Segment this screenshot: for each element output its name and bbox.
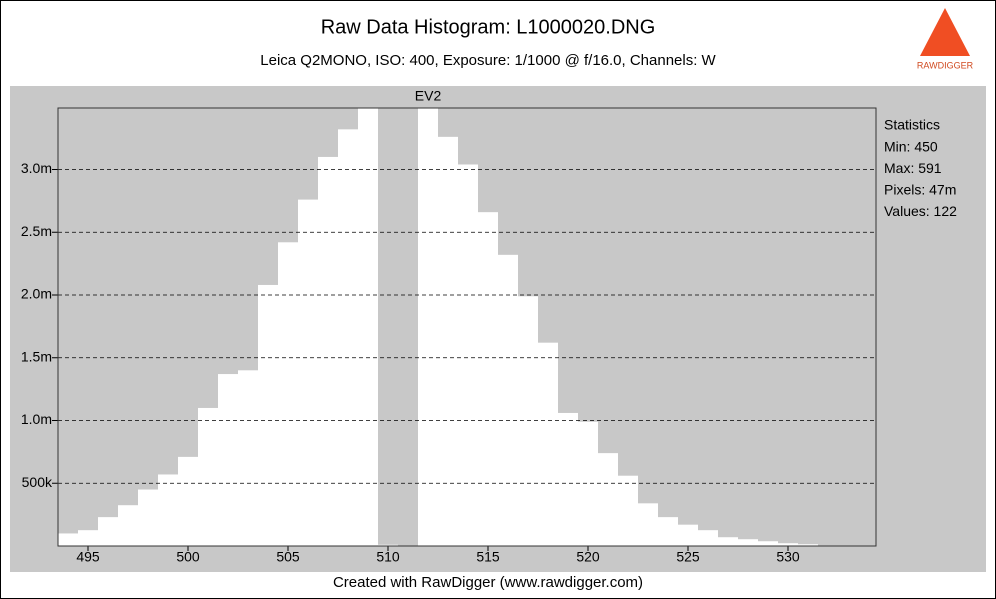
bar (58, 533, 78, 546)
bar (238, 370, 258, 546)
bar (618, 475, 638, 546)
bar (598, 453, 618, 546)
bar (378, 544, 398, 546)
y-tick-label: 1.0m (21, 411, 52, 427)
bar (778, 543, 798, 546)
bar (578, 421, 598, 546)
bar (518, 296, 538, 546)
y-tick-label: 2.0m (21, 286, 52, 302)
bar (138, 489, 158, 546)
y-tick-label: 2.5m (21, 223, 52, 239)
bar (678, 524, 698, 546)
x-tick-label: 495 (76, 549, 100, 565)
bar (218, 374, 238, 546)
bar (258, 284, 278, 546)
bar (798, 544, 818, 546)
bars (58, 108, 818, 546)
bar (118, 505, 138, 546)
bar (198, 407, 218, 546)
bar (758, 541, 778, 546)
x-tick-label: 500 (176, 549, 200, 565)
bar (558, 412, 578, 546)
y-tick-label: 1.5m (21, 348, 52, 364)
logo: RAWDIGGER (917, 8, 974, 70)
bar (178, 456, 198, 546)
y-tick-label: 500k (22, 474, 53, 490)
bar (78, 530, 98, 546)
bar (698, 530, 718, 546)
x-tick-label: 505 (276, 549, 300, 565)
bar (318, 156, 338, 546)
bar (658, 517, 678, 546)
x-tick-label: 515 (476, 549, 500, 565)
bar (458, 164, 478, 546)
x-tick-label: 520 (576, 549, 600, 565)
bar (358, 108, 378, 546)
bar (418, 108, 438, 546)
bar (278, 242, 298, 546)
x-tick-label: 530 (776, 549, 800, 565)
bar (98, 517, 118, 546)
stats-line: Max: 591 (884, 160, 942, 176)
stats-title: Statistics (884, 117, 940, 133)
bar (638, 503, 658, 546)
bar (718, 537, 738, 546)
bar (338, 129, 358, 546)
bar (158, 474, 178, 546)
stats-line: Min: 450 (884, 139, 938, 155)
bar (738, 539, 758, 546)
logo-icon (920, 8, 970, 56)
bar (438, 136, 458, 546)
bar (478, 212, 498, 546)
logo-text: RAWDIGGER (917, 60, 974, 70)
chart-title: Raw Data Histogram: L1000020.DNG (321, 16, 656, 38)
x-tick-label: 525 (676, 549, 700, 565)
annotation: EV2 (415, 88, 442, 104)
bar (298, 199, 318, 546)
subtitle: Leica Q2MONO, ISO: 400, Exposure: 1/1000… (260, 52, 716, 69)
x-tick-label: 510 (376, 549, 400, 565)
stats-line: Pixels: 47m (884, 182, 956, 198)
bar (498, 254, 518, 546)
stats-line: Values: 122 (884, 203, 957, 219)
plot-frame (57, 107, 877, 547)
footer: Created with RawDigger (www.rawdigger.co… (333, 574, 643, 591)
bar (538, 342, 558, 546)
y-tick-label: 3.0m (21, 160, 52, 176)
